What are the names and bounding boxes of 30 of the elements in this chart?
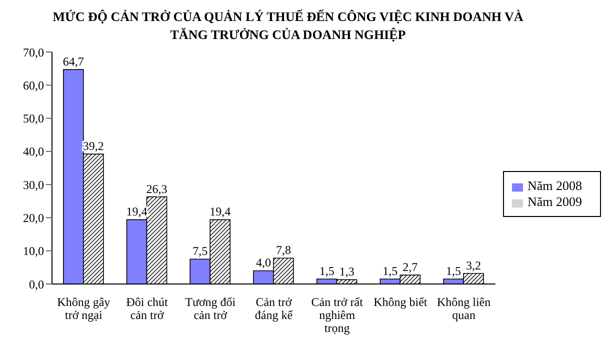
y-tick-label: 30,0 — [23, 178, 44, 192]
x-tick-label: Cản trở rất nghiêm trọng — [311, 295, 364, 335]
y-tick-label: 10,0 — [23, 244, 44, 258]
y-tick-label: 60,0 — [23, 78, 44, 92]
y-tick-label: 70,0 — [23, 45, 44, 60]
chart-title: MỨC ĐỘ CẢN TRỞ CỦA QUẢN LÝ THUẾ ĐẾN CÔNG VIỆC KINH DOANH VÀ TĂNG TRƯỞNG CỦA DOANH NGHIỆP — [52, 8, 524, 44]
data-label: 4,0 — [256, 256, 271, 270]
data-label: 2,7 — [402, 260, 418, 274]
data-label: 1,3 — [339, 264, 354, 279]
x-tick-label: Không gây trở ngại — [57, 295, 110, 322]
data-label: 1,5 — [382, 264, 398, 278]
y-tick-label: 0,0 — [29, 277, 44, 292]
data-label: 1,5 — [319, 264, 334, 278]
x-tick-label: Cản trở đáng kể — [254, 295, 294, 322]
data-label: 3,2 — [466, 258, 482, 272]
legend-label: Năm 2008 — [527, 178, 582, 193]
legend-label: Năm 2009 — [527, 194, 582, 209]
x-tick-label: Tương đối cản trở — [185, 295, 236, 322]
x-tick-label: Đôi chút cản trở — [126, 295, 169, 322]
y-tick-label: 40,0 — [23, 144, 44, 159]
x-tick-label: Không liên quan — [436, 295, 491, 322]
data-label: 64,7 — [62, 54, 84, 69]
data-label: 1,5 — [446, 264, 462, 278]
y-tick-label: 50,0 — [23, 112, 44, 126]
x-tick-label: Không biết — [374, 295, 428, 309]
y-tick-label: 20,0 — [23, 210, 44, 225]
data-label: 7,5 — [192, 244, 208, 258]
data-label: 19,4 — [210, 204, 231, 219]
data-label: 26,3 — [146, 182, 168, 196]
data-label: 7,8 — [276, 243, 291, 258]
